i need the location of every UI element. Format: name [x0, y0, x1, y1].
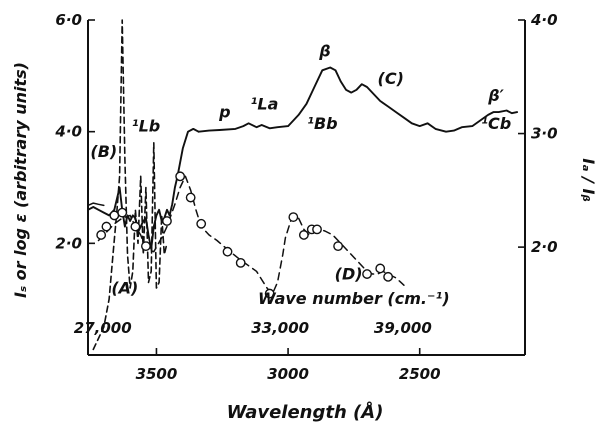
- y-axis-left-label: Iₛ or log ε (arbitrary units): [11, 62, 30, 298]
- series-d-marker: [130, 221, 141, 232]
- series-d-marker: [312, 224, 322, 235]
- y-left-tick-label: 6·0: [55, 11, 82, 29]
- annotation-label-p: p: [218, 103, 230, 122]
- series-d-marker: [141, 241, 151, 252]
- series-d-marker: [362, 269, 372, 279]
- series-c: [197, 66, 519, 133]
- series-d-marker: [109, 210, 120, 221]
- annotation-label-1cb: ¹Cb: [481, 114, 511, 133]
- annotation-label-beta-prime: β′: [487, 86, 504, 105]
- y-right-tick-label: 3·0: [531, 125, 558, 143]
- y-right-tick-label: 2·0: [531, 238, 558, 256]
- series-d-marker: [288, 212, 299, 222]
- series-d-marker: [96, 230, 107, 240]
- ticks-layer: 3500 3000 2500 2·0 4·0 6·0 2·0 3·0 4·0 27,000 33,0…: [54, 11, 557, 383]
- series-d-marker: [175, 171, 186, 182]
- series-d-marker: [162, 216, 172, 226]
- x-tick-label: 3000: [267, 365, 309, 383]
- y-right-tick-label: 4·0: [530, 11, 558, 29]
- series-d-marker: [235, 257, 246, 268]
- y-axis-right-label: Iₐ / Iᵦ: [579, 158, 598, 201]
- series-d-marker: [264, 288, 275, 299]
- wave-number-tick-label: 27,000: [74, 319, 132, 337]
- annotation-label-c: (C): [378, 69, 404, 88]
- annotation-label-b: (B): [90, 142, 117, 161]
- annotation-label-1bb: ¹Bb: [307, 114, 338, 133]
- annotation-label-1la: ¹La: [250, 94, 278, 113]
- x-axis-label: Wavelength (Å): [227, 400, 384, 423]
- series-d-marker: [101, 221, 112, 232]
- annotation-label-a: (A): [111, 279, 138, 298]
- wave-number-label: Wave number (cm.⁻¹): [258, 289, 450, 308]
- series-d-marker: [185, 192, 196, 203]
- x-tick-label: 2500: [399, 365, 441, 383]
- y-left-tick-label: 4·0: [54, 123, 82, 141]
- series-b: [87, 127, 200, 250]
- x-tick-label: 3500: [136, 365, 178, 383]
- series-d-marker: [298, 230, 309, 240]
- series-d-marker: [383, 271, 394, 282]
- marker-layer: [96, 171, 394, 299]
- plot-frame: [87, 20, 526, 356]
- series-d-marker: [375, 263, 386, 274]
- series-ratio: [87, 202, 105, 207]
- series-d: [97, 175, 405, 295]
- series-d-marker: [222, 246, 233, 257]
- series-a: [92, 19, 168, 351]
- series-d-marker: [196, 218, 207, 229]
- wave-number-tick-label: 33,000: [251, 319, 309, 337]
- series-d-marker: [333, 241, 343, 252]
- wave-number-tick-label: 39,000: [374, 319, 432, 337]
- annotation-label-beta: β: [318, 41, 330, 60]
- series-d-marker: [117, 207, 128, 218]
- y-left-tick-label: 2·0: [55, 234, 82, 252]
- annotation-layer: (A) (B) (C) (D) ¹Lb p ¹La β ¹Bb β′ ¹Cb: [90, 41, 511, 297]
- annotation-label-d: (D): [335, 265, 363, 284]
- annotation-label-1lb: ¹Lb: [132, 117, 161, 136]
